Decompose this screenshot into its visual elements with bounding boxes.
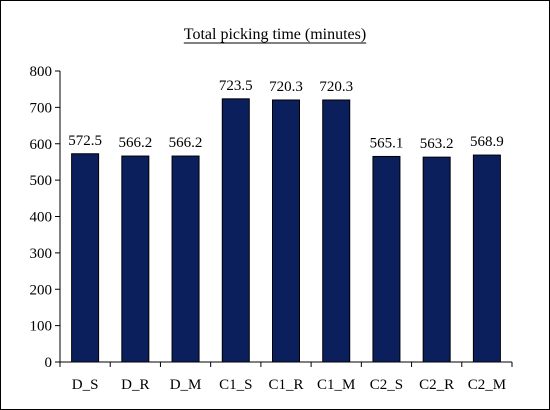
x-tick-label: D_M <box>170 377 202 393</box>
x-tick-label: C1_M <box>317 377 355 393</box>
y-tick-label: 500 <box>30 173 53 189</box>
bar-d-s <box>71 153 100 363</box>
y-tick-label: 100 <box>30 319 53 335</box>
bar-c1-m <box>322 99 351 363</box>
x-tick-label: C1_R <box>268 377 303 393</box>
y-tick-label: 400 <box>30 210 53 226</box>
bar-c2-s <box>372 155 401 363</box>
x-tick-label: C1_S <box>219 377 252 393</box>
x-tick-label: D_R <box>121 377 149 393</box>
data-label: 568.9 <box>470 134 504 150</box>
x-tick-label: C2_S <box>370 377 403 393</box>
chart-title: Total picking time (minutes) <box>184 26 366 43</box>
y-tick-label: 0 <box>45 355 53 371</box>
axes: 0 100 200 300 400 500 600 700 800 D_S D_R D_M C1_S C1… <box>30 64 513 393</box>
data-label: 565.1 <box>370 135 404 151</box>
x-tick-label: D_S <box>72 377 99 393</box>
x-tick-label: C2_R <box>419 377 454 393</box>
bar-d-m <box>171 155 200 363</box>
bar-c1-s <box>221 98 250 363</box>
y-tick-label: 800 <box>30 64 53 80</box>
data-label: 566.2 <box>118 135 152 151</box>
data-label: 720.3 <box>269 79 303 95</box>
data-label: 723.5 <box>219 78 253 94</box>
x-tick-label: C2_M <box>468 377 506 393</box>
bar-c2-r <box>422 156 451 363</box>
y-tick-label: 600 <box>30 137 53 153</box>
y-tick-label: 700 <box>30 100 53 116</box>
data-label: 572.5 <box>68 133 102 149</box>
data-label: 566.2 <box>169 135 203 151</box>
bar-c2-m <box>472 154 501 363</box>
data-label: 720.3 <box>319 79 353 95</box>
data-label: 563.2 <box>420 136 454 152</box>
data-labels: 572.5 566.2 566.2 723.5 720.3 720.3 565.1 563.2… <box>68 78 504 152</box>
y-tick-label: 300 <box>30 246 53 262</box>
bars <box>71 98 501 363</box>
bar-d-r <box>121 155 150 363</box>
bar-c1-r <box>272 99 300 363</box>
y-tick-label: 200 <box>30 282 53 298</box>
